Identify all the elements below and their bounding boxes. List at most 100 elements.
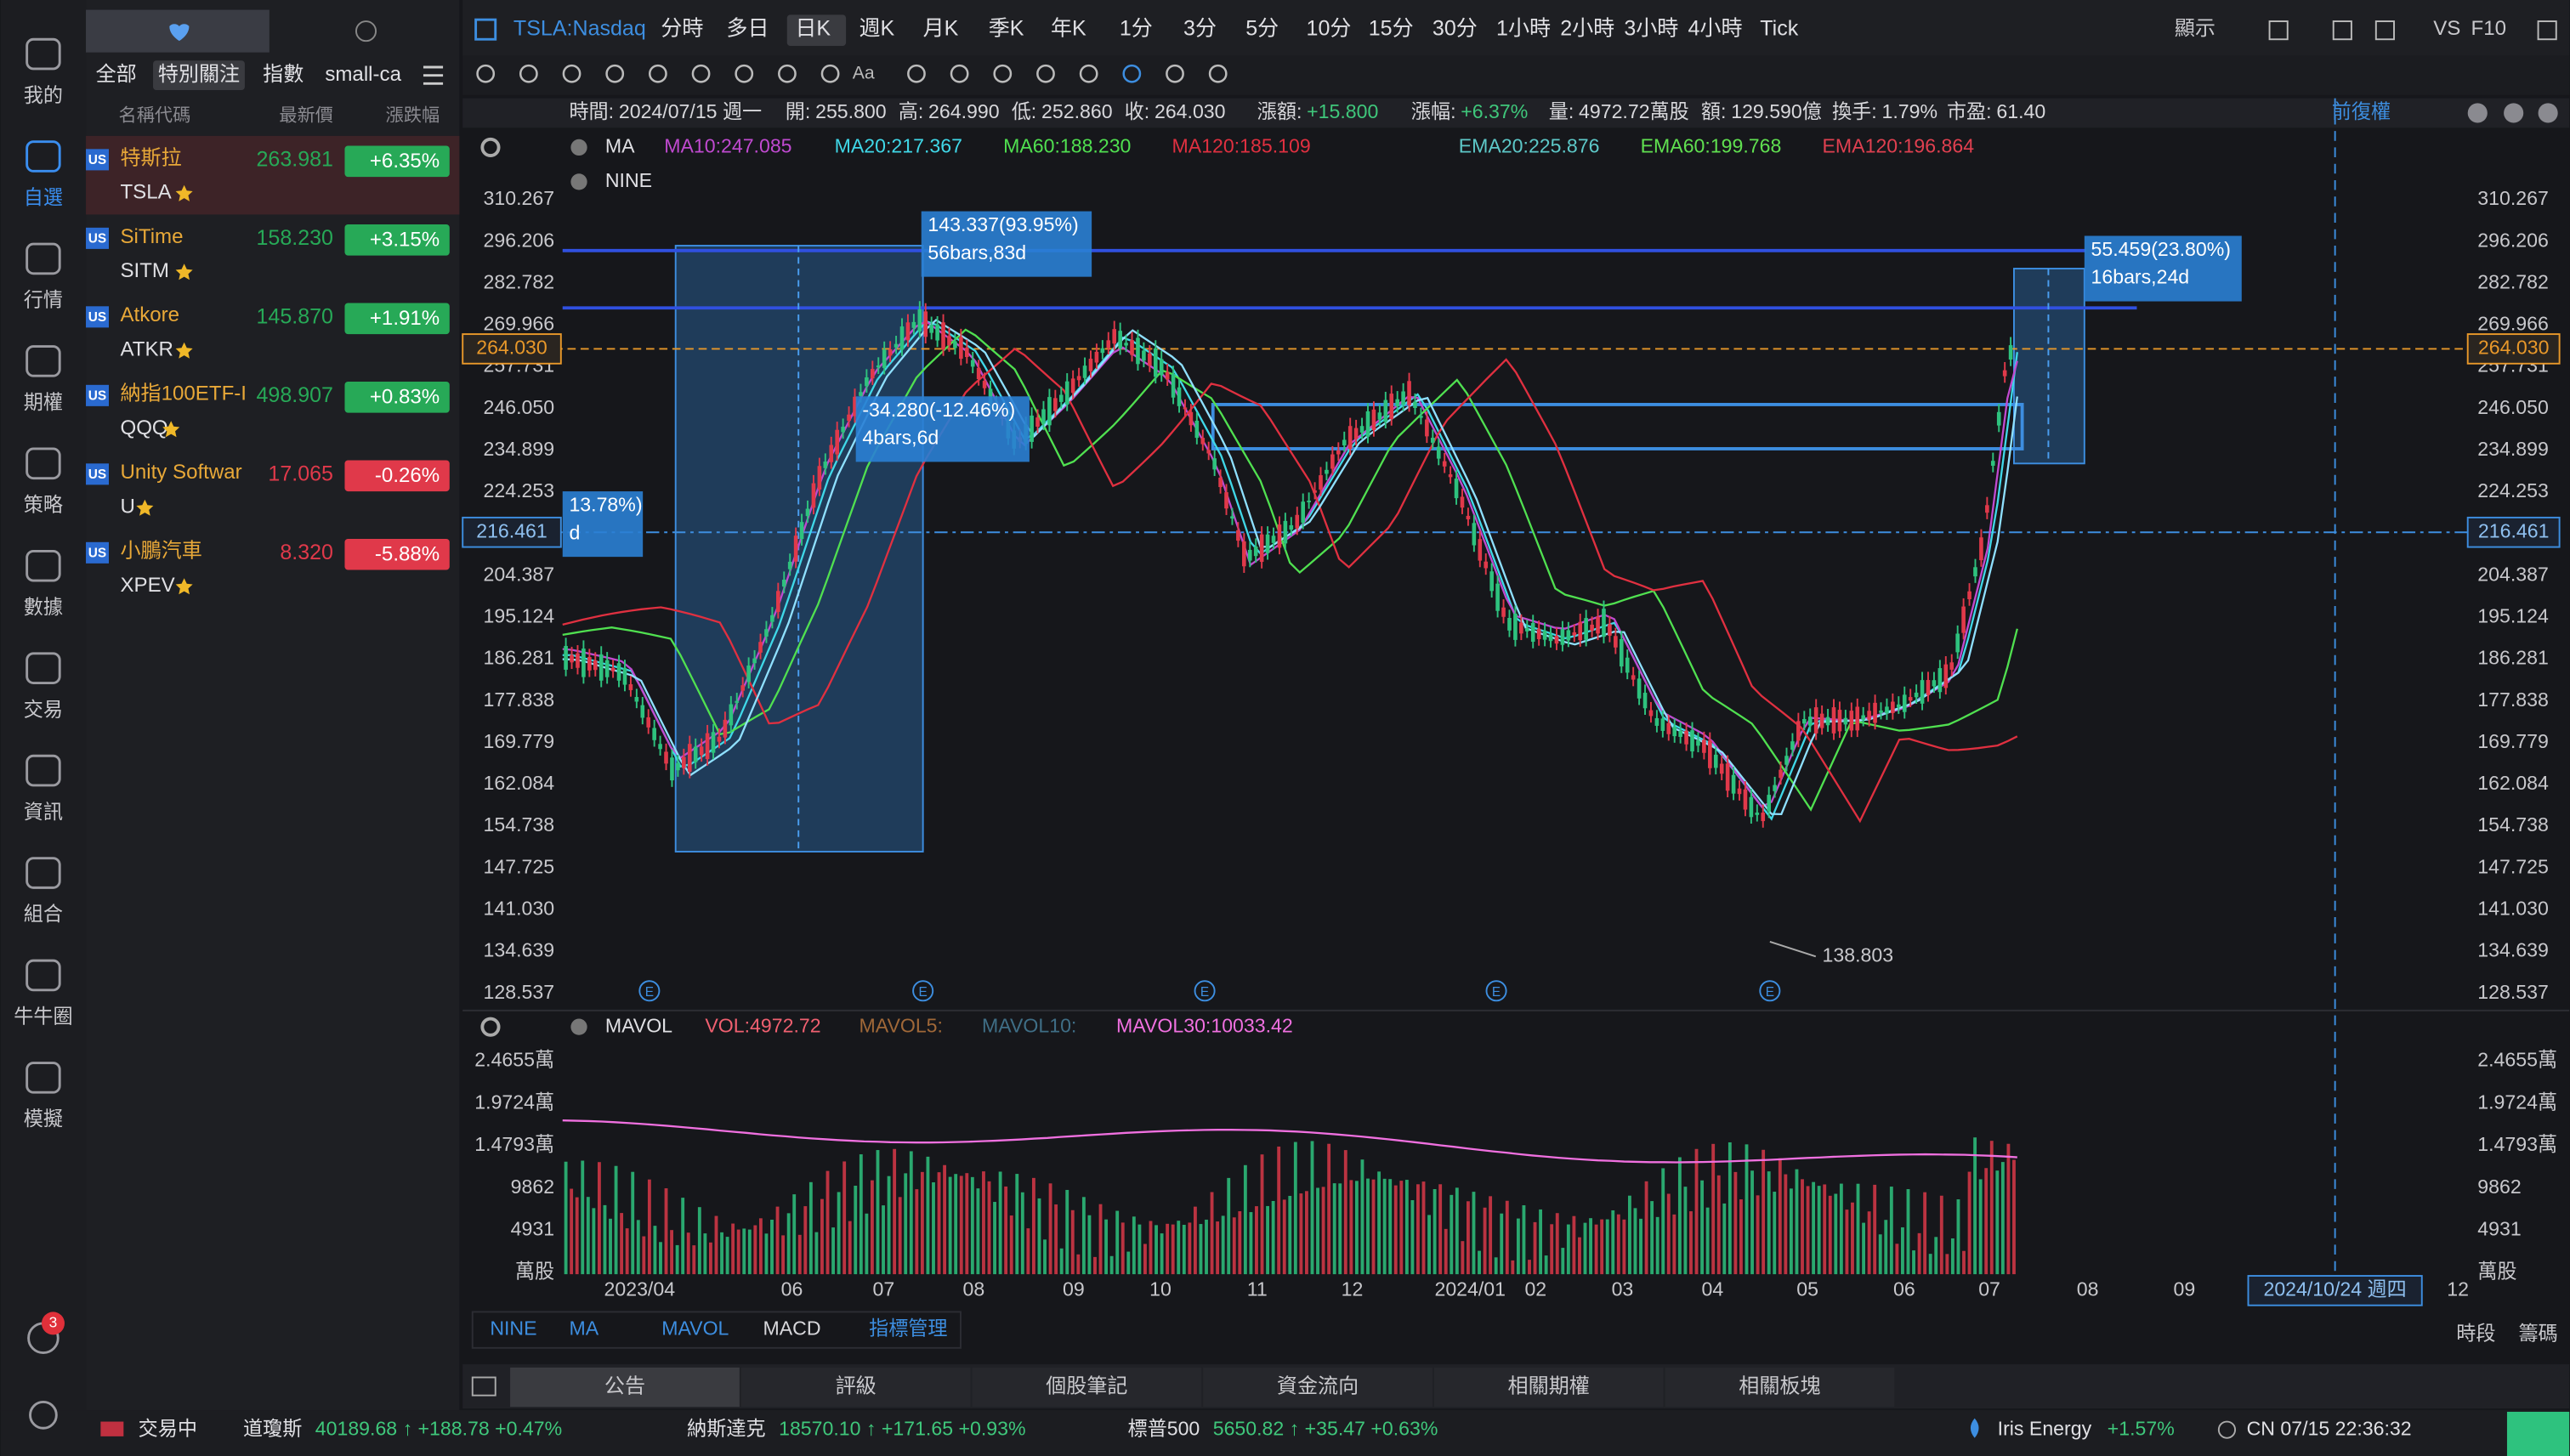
period[interactable]: 5分 bbox=[1245, 16, 1279, 40]
period[interactable]: Tick bbox=[1760, 16, 1798, 40]
drawing-tool[interactable] bbox=[476, 64, 496, 83]
drawing-tool[interactable] bbox=[1166, 64, 1184, 83]
filter-tab[interactable]: 指數 bbox=[263, 63, 304, 86]
tool-icon[interactable] bbox=[2374, 20, 2395, 41]
nav-label[interactable]: 資訊 bbox=[24, 801, 63, 823]
tool-icon[interactable] bbox=[2268, 20, 2289, 41]
drawing-tool[interactable] bbox=[1208, 64, 1228, 83]
stock-name[interactable]: 特斯拉 bbox=[120, 146, 181, 169]
bottom-tab[interactable] bbox=[740, 1367, 971, 1408]
panel-control[interactable] bbox=[2467, 103, 2488, 123]
stock-name[interactable]: Atkore bbox=[120, 303, 179, 326]
filter-tab[interactable]: 特別關注 bbox=[158, 63, 240, 86]
bottom-tab[interactable] bbox=[1433, 1367, 1664, 1408]
drawing-tool[interactable] bbox=[820, 64, 840, 83]
drawing-tool[interactable] bbox=[691, 64, 711, 83]
drawing-tool[interactable] bbox=[907, 64, 926, 83]
tool-icon[interactable] bbox=[2537, 20, 2557, 41]
nav-label[interactable]: 模擬 bbox=[24, 1108, 63, 1130]
period[interactable]: 年K bbox=[1051, 16, 1086, 40]
toolbar-button[interactable]: 顯示 bbox=[2175, 17, 2215, 40]
text-tool[interactable]: Aa bbox=[853, 63, 875, 82]
period[interactable]: 多日 bbox=[726, 16, 769, 40]
candle-body bbox=[682, 756, 686, 768]
indicator-name[interactable]: MAVOL bbox=[605, 1014, 672, 1036]
stock-name[interactable]: 納指100ETF-I bbox=[120, 382, 247, 405]
indicator-name[interactable]: NINE bbox=[605, 169, 652, 191]
nav-label[interactable]: 策略 bbox=[24, 494, 63, 516]
drawing-tool[interactable] bbox=[993, 64, 1013, 83]
period[interactable]: 月K bbox=[923, 16, 959, 40]
period[interactable]: 季K bbox=[989, 16, 1024, 40]
tool-icon[interactable] bbox=[2332, 20, 2352, 41]
drawing-tool[interactable] bbox=[950, 64, 969, 83]
drawing-tool[interactable] bbox=[605, 64, 625, 83]
period[interactable]: 10分 bbox=[1307, 16, 1352, 40]
bottom-tab[interactable] bbox=[510, 1367, 740, 1408]
drawing-tool[interactable] bbox=[1036, 64, 1055, 83]
earnings-marker[interactable] bbox=[912, 980, 934, 1002]
period[interactable]: 1小時 bbox=[1496, 16, 1551, 40]
candle-body bbox=[1608, 624, 1612, 636]
period[interactable]: 4小時 bbox=[1688, 16, 1743, 40]
candle-body bbox=[781, 580, 786, 587]
nav-label[interactable]: 期權 bbox=[24, 391, 63, 413]
period[interactable]: 1分 bbox=[1120, 16, 1153, 40]
indicator-tab[interactable]: NINE bbox=[490, 1317, 536, 1340]
earnings-marker[interactable] bbox=[1759, 980, 1781, 1002]
earnings-marker[interactable] bbox=[638, 980, 661, 1002]
ticker-name[interactable]: Iris Energy bbox=[1998, 1417, 2092, 1439]
period[interactable]: 2小時 bbox=[1560, 16, 1614, 40]
bottom-tab[interactable] bbox=[972, 1367, 1202, 1408]
period[interactable]: 分時 bbox=[661, 16, 703, 40]
indicator-name[interactable]: MA bbox=[605, 135, 635, 157]
volume-bar bbox=[1210, 1192, 1214, 1275]
panel-control[interactable] bbox=[2504, 103, 2524, 123]
period[interactable]: 3小時 bbox=[1624, 16, 1678, 40]
nav-label[interactable]: 交易 bbox=[24, 698, 63, 720]
panel-control[interactable] bbox=[2538, 103, 2558, 123]
drawing-tool[interactable] bbox=[778, 64, 797, 83]
chat-button[interactable] bbox=[2506, 1411, 2570, 1456]
panel-toggle[interactable]: 時段 bbox=[2456, 1323, 2495, 1345]
candle-body bbox=[1896, 704, 1901, 708]
earnings-marker[interactable] bbox=[1485, 980, 1507, 1002]
drawing-tool[interactable] bbox=[1122, 64, 1142, 83]
stock-name[interactable]: SiTime bbox=[120, 225, 183, 248]
nav-label[interactable]: 數據 bbox=[24, 596, 63, 618]
nav-label[interactable]: 行情 bbox=[24, 289, 63, 311]
indicator-tab[interactable]: 指標管理 bbox=[869, 1317, 947, 1340]
stock-name[interactable]: Unity Softwar bbox=[120, 461, 241, 484]
stock-name[interactable]: 小鵬汽車 bbox=[120, 540, 201, 563]
adjust-mode[interactable]: 前復權 bbox=[2332, 100, 2391, 122]
indicator-tab[interactable]: MAVOL bbox=[661, 1317, 729, 1340]
nav-label[interactable]: 組合 bbox=[24, 903, 63, 925]
filter-tab[interactable]: 全部 bbox=[96, 63, 137, 86]
drawing-tool[interactable] bbox=[735, 64, 754, 83]
candle-body bbox=[1937, 668, 1943, 693]
period[interactable]: 週K bbox=[860, 16, 895, 40]
toolbar-button[interactable]: F10 bbox=[2471, 17, 2507, 40]
earnings-marker[interactable] bbox=[1194, 980, 1216, 1002]
collapse-icon[interactable] bbox=[471, 1376, 496, 1397]
nav-label[interactable]: 自選 bbox=[24, 186, 63, 208]
drawing-tool[interactable] bbox=[562, 64, 582, 83]
period[interactable]: 3分 bbox=[1183, 16, 1217, 40]
period[interactable]: 30分 bbox=[1433, 16, 1478, 40]
bottom-tab[interactable] bbox=[1665, 1367, 1895, 1408]
drawing-tool[interactable] bbox=[519, 64, 538, 83]
nav-label[interactable]: 我的 bbox=[24, 84, 63, 106]
period[interactable]: 日K bbox=[795, 16, 831, 40]
drawing-tool[interactable] bbox=[649, 64, 667, 83]
filter-tab[interactable]: small-ca bbox=[325, 63, 401, 86]
candle-body bbox=[1436, 446, 1441, 459]
panel-toggle[interactable]: 籌碼 bbox=[2518, 1323, 2557, 1345]
volume-bar bbox=[954, 1174, 958, 1275]
drawing-tool[interactable] bbox=[1079, 64, 1098, 83]
bottom-tab[interactable] bbox=[1203, 1367, 1433, 1408]
nav-label[interactable]: 牛牛圈 bbox=[14, 1006, 72, 1028]
indicator-tab[interactable]: MA bbox=[569, 1317, 599, 1340]
toolbar-button[interactable]: VS bbox=[2433, 17, 2460, 40]
indicator-tab[interactable]: MACD bbox=[763, 1317, 820, 1340]
period[interactable]: 15分 bbox=[1369, 16, 1414, 40]
